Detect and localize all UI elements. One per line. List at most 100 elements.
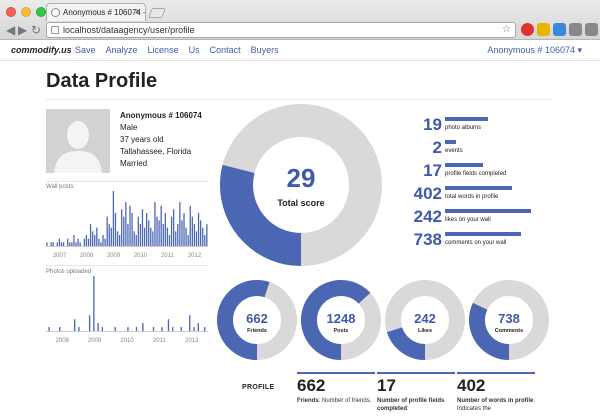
wall-posts-bar xyxy=(206,224,208,246)
stat-label: total words in profile xyxy=(445,194,499,200)
wall-posts-bar xyxy=(106,216,108,246)
wall-posts-bar xyxy=(195,231,198,246)
photos-bar xyxy=(152,327,155,331)
user-menu-dropdown[interactable]: Anonymous # 106074 ▾ xyxy=(487,45,582,55)
wall-posts-bar xyxy=(75,242,77,246)
profile-status: Married xyxy=(120,159,148,168)
wall-posts-bar xyxy=(108,224,110,246)
bottom-friends-value: 662 xyxy=(297,376,326,395)
wall-posts-year-label: 2012 xyxy=(188,253,202,259)
reload-icon[interactable]: ↻ xyxy=(31,23,42,37)
photos-bar xyxy=(97,323,99,331)
donut-friends: 662 Friends xyxy=(217,280,297,360)
donut-posts-label: Posts xyxy=(334,328,349,334)
stat-value: 738 xyxy=(413,230,442,249)
wall-posts-bar xyxy=(172,209,175,246)
bottom-fields-value: 17 xyxy=(377,376,396,395)
total-score-donut: 29 Total score xyxy=(220,104,382,266)
wall-posts-bar xyxy=(202,227,204,246)
wall-posts-bar xyxy=(133,231,135,246)
wall-posts-bar xyxy=(56,242,58,246)
donut-comments-segment xyxy=(469,280,549,360)
new-tab-button[interactable] xyxy=(148,8,166,18)
wall-posts-bar xyxy=(118,235,121,246)
wall-posts-year-label: 2009 xyxy=(107,253,121,259)
address-bar[interactable]: localhost/dataagency/user/profile ☆ xyxy=(46,22,516,38)
stat-value: 17 xyxy=(423,161,442,180)
photos-bar xyxy=(93,276,95,331)
wall-posts-bar xyxy=(121,209,123,246)
wall-posts-bar xyxy=(89,224,92,246)
nav-link-analyze[interactable]: Analyze xyxy=(105,45,138,55)
wall-posts-bar xyxy=(141,209,144,246)
nav-link-license[interactable]: License xyxy=(147,45,179,55)
donut-likes-label: Likes xyxy=(418,328,432,334)
wall-posts-year-label: 2010 xyxy=(134,253,148,259)
wall-posts-bar xyxy=(46,242,48,246)
total-score-segment xyxy=(220,104,382,266)
wall-posts-bar xyxy=(193,224,196,246)
opera-extension-icon[interactable] xyxy=(521,23,534,36)
photos-bar xyxy=(114,327,116,331)
wall-posts-bar xyxy=(166,227,169,246)
stat-bar xyxy=(445,117,488,121)
stat-row: 17 profile fields completed xyxy=(400,158,506,181)
wall-posts-bar xyxy=(148,220,150,246)
stat-bar xyxy=(445,163,483,167)
wall-posts-bar xyxy=(170,216,173,246)
wall-posts-bar xyxy=(139,224,142,246)
tab-title: Anonymous # 106074 – Profi xyxy=(63,8,145,17)
wall-posts-bar xyxy=(135,235,137,246)
wall-posts-bar xyxy=(85,235,88,246)
wall-posts-bar xyxy=(129,205,131,246)
wall-posts-bar xyxy=(52,242,54,246)
close-tab-icon[interactable]: ✕ xyxy=(134,7,141,16)
wall-posts-bar xyxy=(150,227,152,246)
donut-posts: 1248 Posts xyxy=(301,280,381,360)
minimize-window-button[interactable] xyxy=(21,7,31,17)
wall-posts-bar xyxy=(73,235,75,246)
stat-bar xyxy=(445,232,521,236)
wall-posts-bar xyxy=(67,238,69,246)
nav-link-buyers[interactable]: Buyers xyxy=(250,45,279,55)
photos-bar xyxy=(142,323,144,331)
nav-link-save[interactable]: Save xyxy=(75,45,96,55)
browser-tab[interactable]: Anonymous # 106074 – Profi ✕ xyxy=(46,3,146,21)
total-score-value: 29 xyxy=(287,163,316,193)
photos-bar xyxy=(135,327,138,331)
bookmark-star-icon[interactable]: ☆ xyxy=(502,24,511,35)
wall-posts-bar xyxy=(69,242,71,246)
gear-icon[interactable] xyxy=(569,23,582,36)
stat-label: likes on your wall xyxy=(445,217,491,223)
key-extension-icon[interactable] xyxy=(537,23,550,36)
wall-posts-year-label: 2007 xyxy=(53,253,67,259)
wall-posts-bar xyxy=(154,202,156,246)
brand-logo[interactable]: commodify.us xyxy=(11,45,72,55)
wall-posts-bar xyxy=(204,235,206,246)
donut-likes-value: 242 xyxy=(414,311,436,326)
back-icon[interactable]: ◀ xyxy=(6,23,16,37)
wall-posts-bar xyxy=(79,242,81,246)
nav-link-us[interactable]: Us xyxy=(188,45,200,55)
main-nav: Save Analyze License Us Contact Buyers xyxy=(75,45,279,55)
photos-divider xyxy=(46,265,208,266)
bottom-fields-desc: Number of profile fields completed: xyxy=(377,398,445,412)
wall-posts-bar xyxy=(71,242,73,246)
stat-value: 242 xyxy=(413,207,442,226)
photos-year-label: 2012 xyxy=(185,338,199,344)
wall-posts-bar xyxy=(50,242,52,246)
close-window-button[interactable] xyxy=(6,7,16,17)
photos-year-label: 2008 xyxy=(56,338,70,344)
stat-bar xyxy=(445,140,457,144)
profile-age: 37 years old xyxy=(120,135,164,144)
avatar xyxy=(46,109,110,173)
wall-posts-divider xyxy=(46,181,208,182)
picture-extension-icon[interactable] xyxy=(553,23,566,36)
donut-posts-value: 1248 xyxy=(327,311,356,326)
wrench-icon[interactable] xyxy=(585,23,598,36)
zoom-window-button[interactable] xyxy=(36,7,46,17)
wall-posts-bar xyxy=(168,235,171,246)
forward-icon[interactable]: ▶ xyxy=(18,23,28,37)
nav-link-contact[interactable]: Contact xyxy=(209,45,241,55)
photos-bar xyxy=(180,327,182,331)
